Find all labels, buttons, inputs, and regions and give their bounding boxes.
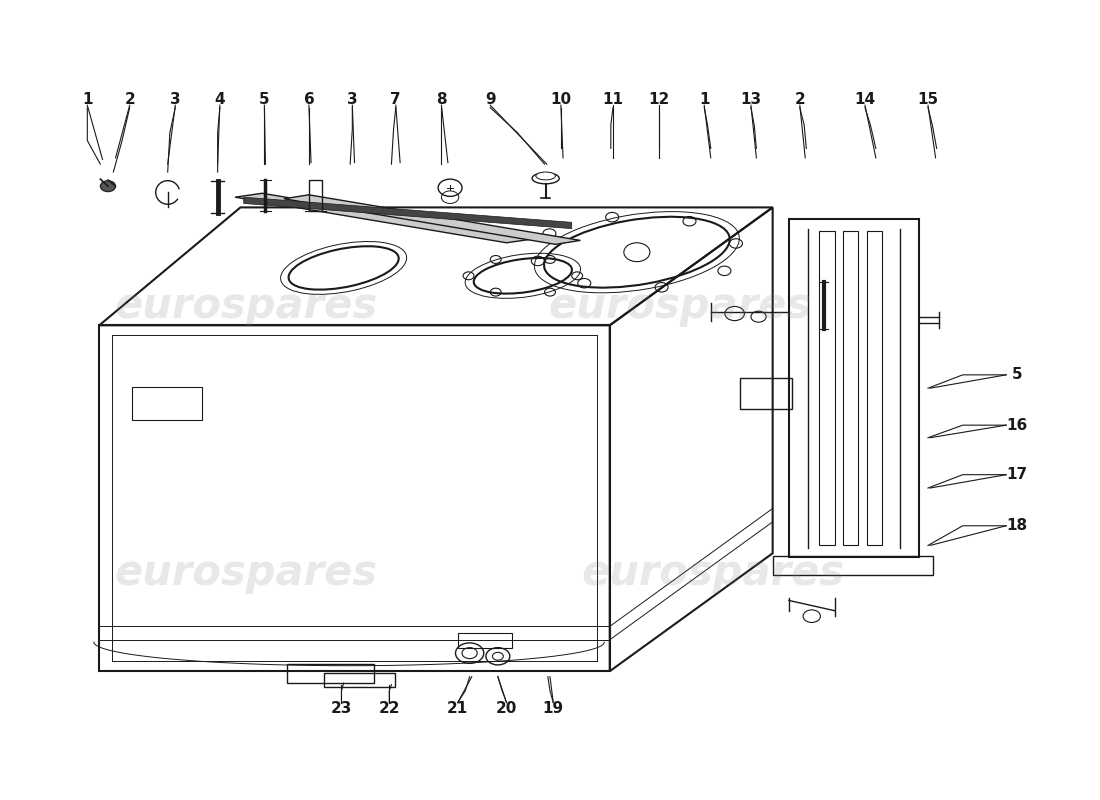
Text: 18: 18 [1006, 518, 1027, 534]
Bar [309, 180, 322, 211]
Circle shape [100, 181, 116, 192]
Bar [820, 231, 835, 546]
Bar [132, 386, 202, 420]
Text: 5: 5 [1012, 367, 1022, 382]
Bar [867, 231, 882, 546]
Text: 13: 13 [740, 92, 761, 107]
Text: eurospares: eurospares [549, 285, 812, 326]
Polygon shape [284, 195, 581, 244]
Polygon shape [235, 194, 534, 242]
Text: 2: 2 [794, 92, 805, 107]
Text: 8: 8 [436, 92, 447, 107]
Text: eurospares: eurospares [114, 285, 377, 326]
Polygon shape [244, 197, 572, 229]
Ellipse shape [536, 172, 556, 180]
Text: 22: 22 [378, 701, 400, 716]
Text: 17: 17 [1006, 467, 1027, 482]
Text: 15: 15 [917, 92, 938, 107]
Text: 12: 12 [648, 92, 669, 107]
Text: 21: 21 [447, 701, 469, 716]
Text: 3: 3 [170, 92, 180, 107]
Text: 6: 6 [304, 92, 315, 107]
Text: 4: 4 [214, 92, 225, 107]
Text: 16: 16 [1006, 418, 1027, 433]
Text: 10: 10 [550, 92, 571, 107]
Text: 14: 14 [855, 92, 876, 107]
Text: 5: 5 [258, 92, 270, 107]
Text: eurospares: eurospares [582, 552, 845, 594]
Text: 2: 2 [124, 92, 135, 107]
Text: 7: 7 [390, 92, 402, 107]
Text: eurospares: eurospares [114, 552, 377, 594]
Text: 19: 19 [542, 701, 564, 716]
Text: 11: 11 [603, 92, 624, 107]
Text: 9: 9 [485, 92, 496, 107]
Bar [844, 231, 858, 546]
Bar [772, 556, 934, 574]
Bar [324, 673, 395, 687]
Bar [458, 634, 512, 648]
Text: 1: 1 [82, 92, 92, 107]
Bar [287, 664, 374, 683]
Text: 3: 3 [346, 92, 358, 107]
Text: 20: 20 [496, 701, 517, 716]
Text: 1: 1 [698, 92, 710, 107]
Text: 23: 23 [331, 701, 352, 716]
Bar [740, 378, 792, 410]
